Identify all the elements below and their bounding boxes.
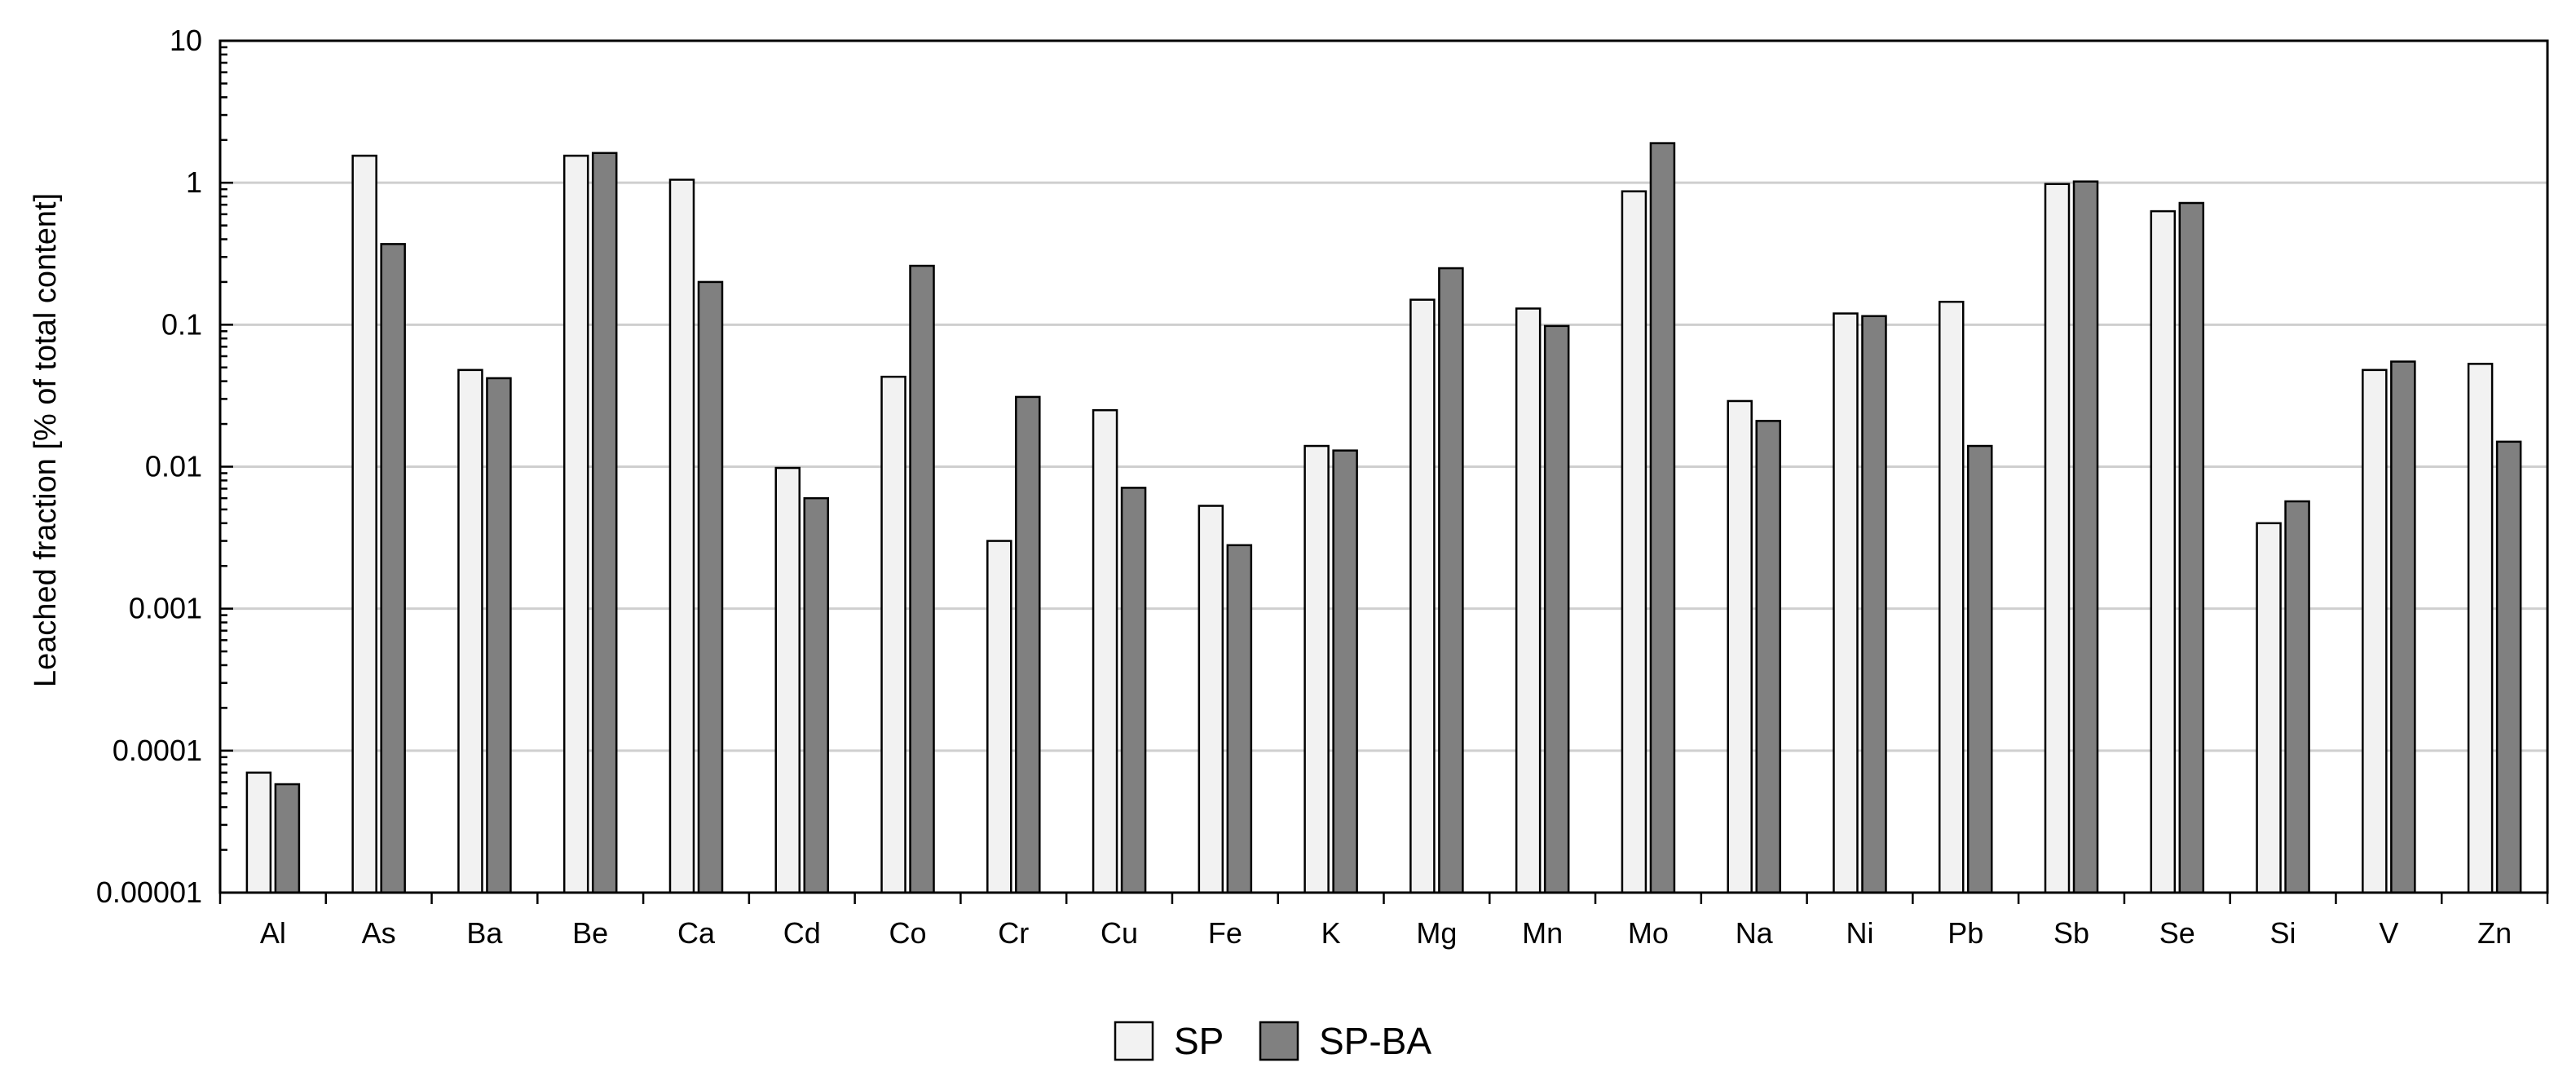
bar-sp-v [2362, 368, 2388, 894]
axes [218, 39, 2549, 904]
bar-sp-si [2256, 522, 2282, 894]
x-tick-label: Pb [1947, 916, 1983, 950]
bar-sp-ba-pb [1967, 444, 1993, 894]
bar-sp-ba-mo [1649, 142, 1676, 894]
bar-sp-ba-al [274, 783, 301, 894]
y-tick-label: 0.00001 [96, 875, 202, 909]
bar-sp-mo [1621, 190, 1647, 894]
bar-sp-ba-v [2390, 360, 2416, 894]
x-tick-label: Mn [1522, 916, 1563, 950]
bar-sp-ba-fe [1226, 544, 1253, 894]
legend-swatch-sp [1114, 1021, 1154, 1061]
y-tick-label: 0.0001 [112, 734, 202, 767]
bar-sp-ba-mg [1438, 267, 1464, 894]
x-tick-label: K [1321, 916, 1341, 950]
bar-sp-ca [668, 179, 695, 894]
bar-sp-k [1303, 444, 1330, 894]
legend-label-sp: SP [1174, 1020, 1224, 1062]
bar-sp-ba-as [380, 243, 406, 894]
bar-sp-ba-ca [697, 280, 724, 894]
x-tick-label: Al [260, 916, 286, 950]
bar-sp-ba-si [2284, 500, 2310, 894]
x-tick-label: Fe [1208, 916, 1242, 950]
x-tick-label: Be [572, 916, 608, 950]
bar-sp-ba-co [909, 264, 935, 894]
x-tick-label: Ca [677, 916, 716, 950]
x-tick-label: Cd [783, 916, 821, 950]
bar-sp-ba [457, 368, 483, 894]
x-tick-label: Mg [1416, 916, 1457, 950]
bar-sp-be [562, 154, 589, 894]
bar-sp-mn [1515, 307, 1542, 894]
tick-labels: 0.00001 0.0001 0.001 0.01 0.1 1 10 Al As Ba Be Ca Cd… [96, 24, 2512, 950]
bar-sp-mg [1409, 298, 1436, 894]
bar-sp-ba-be [591, 152, 618, 894]
x-tick-label: Na [1736, 916, 1774, 950]
x-tick-label: Sb [2053, 916, 2089, 950]
bar-sp-ba-mn [1543, 324, 1570, 894]
bar-sp-ba-zn [2495, 440, 2522, 894]
bar-sp-ni [1833, 312, 1859, 894]
bar-sp-ba-se [2178, 201, 2205, 894]
x-tick-label: Co [889, 916, 927, 950]
legend: SP SP-BA [1114, 1020, 1431, 1062]
bar-sp-cu [1092, 408, 1118, 894]
bar-sp-na [1727, 399, 1753, 894]
bar-sp-ba-cu [1120, 487, 1147, 894]
x-tick-label: Se [2159, 916, 2195, 950]
bar-sp-as [351, 154, 377, 894]
bar-sp-ba-cd [803, 496, 829, 894]
bar-sp-cr [986, 540, 1012, 894]
legend-swatch-sp-ba [1259, 1021, 1299, 1061]
y-axis-title: Leached fraction [% of total content] [29, 193, 63, 687]
y-tick-label: 0.001 [129, 592, 202, 625]
bars [245, 142, 2522, 894]
bar-sp-zn [2467, 363, 2494, 894]
x-tick-label: V [2379, 916, 2398, 950]
bar-sp-sb [2044, 183, 2071, 894]
bar-sp-ba-ni [1861, 315, 1887, 894]
x-tick-label: Cu [1101, 916, 1138, 950]
y-tick-label: 10 [170, 24, 202, 57]
x-tick-label: Zn [2477, 916, 2512, 950]
x-tick-label: Ni [1846, 916, 1873, 950]
x-tick-label: Si [2270, 916, 2296, 950]
bar-sp-ba-cr [1015, 395, 1041, 894]
bar-sp-ba-k [1332, 449, 1358, 894]
bar-sp-fe [1198, 505, 1224, 894]
bar-sp-ba-sb [2072, 180, 2099, 894]
y-tick-label: 0.1 [161, 307, 202, 341]
y-tick-label: 1 [186, 165, 202, 199]
bar-sp-co [880, 375, 906, 894]
y-tick-label: 0.01 [145, 450, 202, 483]
x-tick-label: Cr [998, 916, 1029, 950]
x-tick-label: Mo [1628, 916, 1669, 950]
bar-sp-ba-ba [486, 377, 512, 894]
legend-label-sp-ba: SP-BA [1319, 1020, 1431, 1062]
x-tick-label: Ba [466, 916, 503, 950]
bar-sp-se [2150, 210, 2177, 894]
bar-sp-pb [1939, 300, 1965, 894]
x-tick-label: As [362, 916, 396, 950]
bar-sp-ba-na [1755, 420, 1781, 894]
bar-sp-cd [774, 466, 801, 894]
bar-sp-al [245, 771, 272, 894]
